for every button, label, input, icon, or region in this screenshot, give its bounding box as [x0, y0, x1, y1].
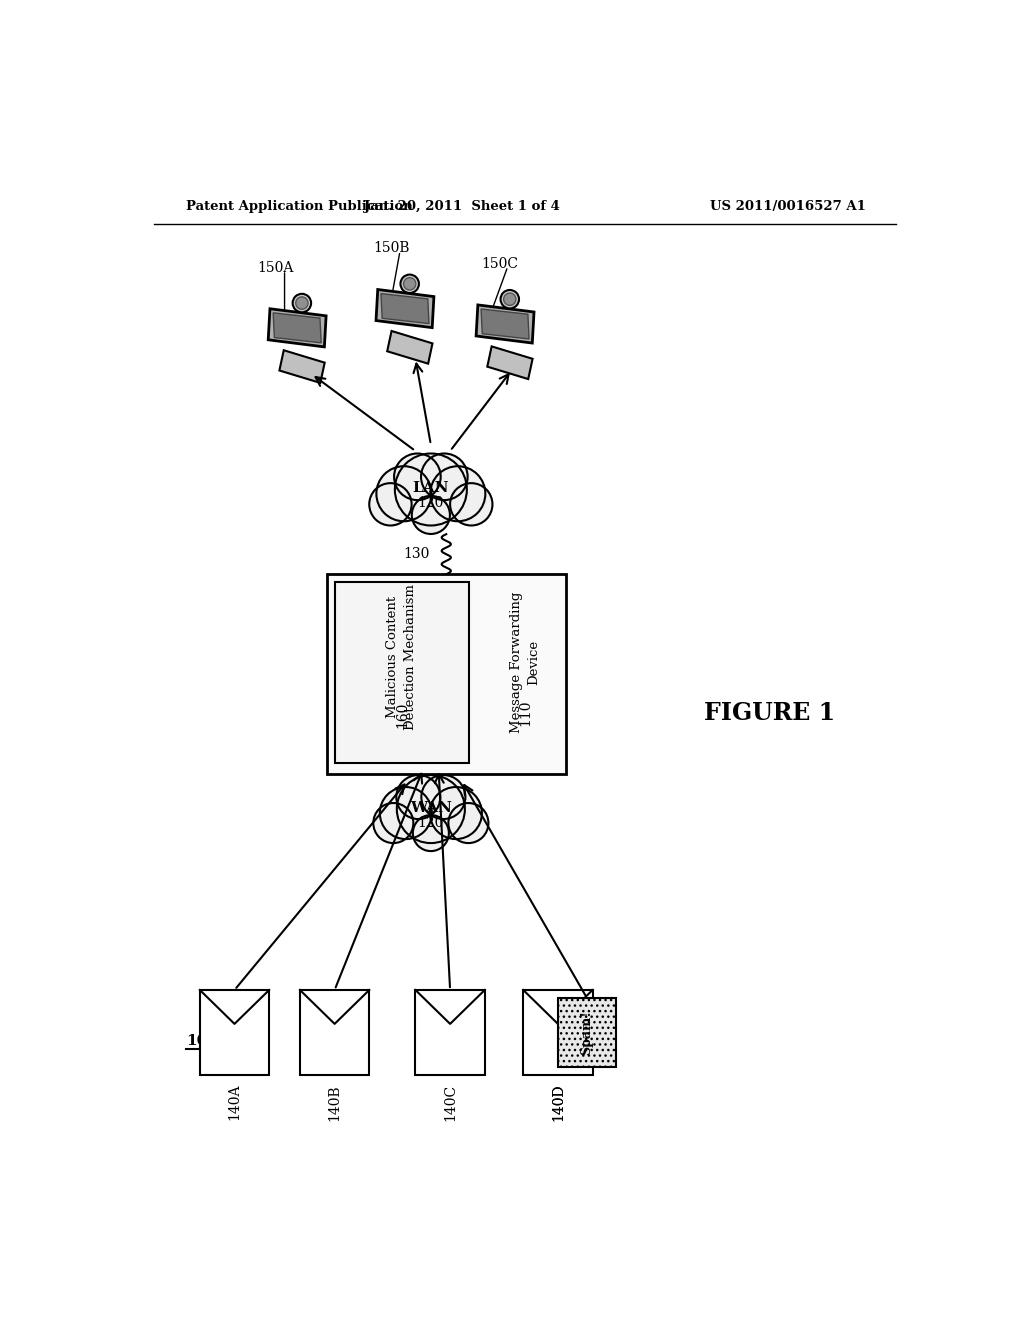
Text: LAN: LAN — [413, 480, 450, 495]
Text: 150C: 150C — [481, 257, 518, 271]
Text: 150A: 150A — [258, 261, 294, 275]
Text: Malicious Content
Detection Mechanism: Malicious Content Detection Mechanism — [386, 583, 418, 730]
Circle shape — [421, 775, 465, 818]
Text: 110: 110 — [518, 700, 532, 726]
Circle shape — [504, 293, 516, 305]
Circle shape — [296, 297, 308, 309]
Text: 160: 160 — [395, 701, 409, 727]
Text: 150B: 150B — [373, 242, 410, 256]
Text: 140D: 140D — [551, 1084, 565, 1122]
Circle shape — [397, 775, 465, 843]
Text: FIGURE 1: FIGURE 1 — [705, 701, 836, 725]
Text: 120: 120 — [418, 816, 444, 830]
Polygon shape — [387, 331, 432, 364]
Polygon shape — [476, 305, 535, 343]
Bar — [300, 990, 370, 1074]
Bar — [327, 574, 565, 775]
Polygon shape — [481, 309, 529, 339]
Circle shape — [413, 814, 449, 851]
Text: WAN: WAN — [410, 800, 452, 814]
Bar — [523, 990, 593, 1074]
Circle shape — [293, 294, 311, 313]
Circle shape — [396, 775, 440, 818]
Text: Patent Application Publication: Patent Application Publication — [186, 199, 413, 213]
Polygon shape — [487, 346, 532, 379]
Text: Message Forwarding
Device: Message Forwarding Device — [510, 593, 541, 734]
Text: 140B: 140B — [328, 1084, 342, 1121]
Circle shape — [403, 277, 416, 290]
Polygon shape — [273, 313, 322, 343]
Circle shape — [377, 466, 431, 521]
Circle shape — [430, 787, 482, 840]
Text: 140C: 140C — [443, 1084, 457, 1121]
Circle shape — [430, 466, 485, 521]
Circle shape — [374, 803, 414, 843]
Circle shape — [412, 496, 450, 535]
Polygon shape — [376, 289, 434, 327]
Text: 140A: 140A — [227, 1084, 242, 1121]
Text: 130: 130 — [403, 548, 429, 561]
Polygon shape — [268, 309, 326, 347]
Circle shape — [395, 454, 467, 525]
Bar — [335, 582, 469, 763]
Text: 140D: 140D — [551, 1084, 565, 1122]
Polygon shape — [280, 350, 325, 383]
Bar — [200, 990, 269, 1074]
Circle shape — [451, 483, 493, 525]
Circle shape — [370, 483, 412, 525]
Circle shape — [449, 803, 488, 843]
Polygon shape — [381, 293, 429, 323]
Text: Jan. 20, 2011  Sheet 1 of 4: Jan. 20, 2011 Sheet 1 of 4 — [364, 199, 559, 213]
Circle shape — [394, 454, 440, 500]
Text: 120: 120 — [418, 496, 444, 511]
Circle shape — [501, 290, 519, 309]
Circle shape — [400, 275, 419, 293]
Bar — [558, 998, 615, 1067]
Text: Spam!: Spam! — [581, 1010, 593, 1055]
Text: 100: 100 — [186, 1034, 218, 1048]
Text: 130: 130 — [403, 763, 429, 777]
Bar — [416, 990, 484, 1074]
Circle shape — [380, 787, 432, 840]
Text: US 2011/0016527 A1: US 2011/0016527 A1 — [710, 199, 866, 213]
Circle shape — [421, 454, 468, 500]
